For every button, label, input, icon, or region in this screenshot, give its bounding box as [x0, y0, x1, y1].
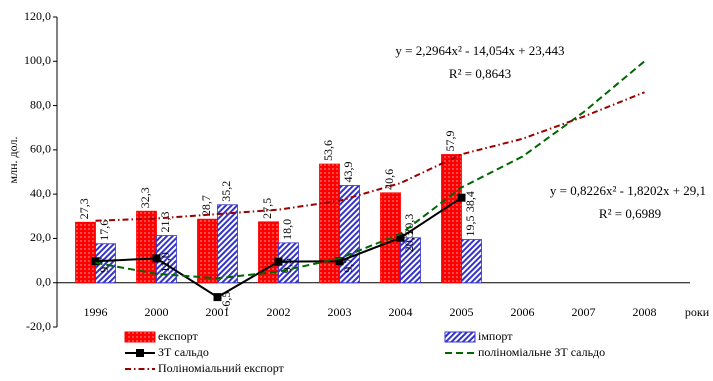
legend-swatch	[444, 331, 476, 343]
y-tick-label: 80,0	[30, 97, 51, 111]
x-tick-label: 2000	[145, 305, 169, 319]
bar	[75, 221, 96, 284]
bar	[461, 239, 482, 284]
data-label: 11,0	[158, 252, 172, 273]
bar	[136, 210, 157, 284]
data-label: 9,7	[341, 258, 355, 273]
data-label: 43,9	[341, 162, 355, 183]
bar	[197, 218, 218, 284]
marker	[152, 254, 161, 263]
x-tick-label: 2007	[572, 305, 596, 319]
x-tick-label: 2008	[633, 305, 657, 319]
legend-label: імпорт	[478, 329, 513, 343]
x-tick-label: 1996	[84, 305, 108, 319]
annotation: R² = 0,8643	[449, 66, 511, 81]
data-label: 27,3	[77, 198, 91, 219]
marker	[91, 257, 100, 266]
data-label: 35,2	[219, 181, 233, 202]
data-label: 9,5	[280, 258, 294, 273]
y-tick-label: 120,0	[24, 9, 51, 23]
trend-line	[95, 60, 646, 280]
data-label: 57,9	[443, 131, 457, 152]
annotation: y = 0,8226x² - 1,8202x + 29,1	[550, 183, 706, 198]
data-label: 53,6	[321, 140, 335, 161]
y-tick-label: 100,0	[24, 53, 51, 67]
x-tick-label: 2006	[511, 305, 535, 319]
data-label: 28,7	[199, 195, 213, 216]
x-tick-label: 2004	[389, 305, 413, 319]
x-tick-label: 2001	[206, 305, 230, 319]
legend-label: поліноміальне ЗТ сальдо	[478, 345, 605, 359]
marker	[274, 257, 283, 266]
y-axis-label: млн. дол.	[6, 137, 20, 184]
data-label: 20,3	[402, 231, 416, 252]
bar	[400, 237, 421, 284]
y-tick-label: 20,0	[30, 230, 51, 244]
data-label: 21,3	[158, 212, 172, 233]
x-tick-label: 2002	[267, 305, 291, 319]
annotation: y = 2,2964x² - 14,054x + 23,443	[395, 43, 564, 58]
annotation: R² = 0,6989	[599, 206, 661, 221]
x-tick-label: 2005	[450, 305, 474, 319]
legend-swatch	[124, 331, 156, 343]
legend-label: Поліноміальний експорт	[158, 361, 285, 375]
data-label: 18,0	[280, 219, 294, 240]
y-tick-label: 40,0	[30, 186, 51, 200]
data-label: 19,5	[463, 216, 477, 237]
marker	[213, 293, 222, 302]
y-tick-label: 0,0	[36, 274, 51, 288]
data-label: 27,5	[260, 198, 274, 219]
legend-marker	[136, 349, 144, 357]
marker	[335, 257, 344, 266]
data-label: 9,7	[97, 258, 111, 273]
legend-label: ЗТ сальдо	[158, 345, 209, 359]
legend-label: експорт	[158, 329, 198, 343]
bar	[217, 204, 238, 284]
bar	[441, 154, 462, 284]
data-label: 38,4	[463, 191, 477, 212]
data-label: -6,5	[219, 292, 233, 311]
trend-line	[95, 91, 645, 222]
data-label: 17,6	[97, 220, 111, 241]
marker	[396, 233, 405, 242]
data-label: 32,3	[138, 187, 152, 208]
y-tick-label: 60,0	[30, 142, 51, 156]
x-tick-label: 2003	[328, 305, 352, 319]
x-axis-label: роки	[685, 305, 710, 319]
y-tick-label: -20,0	[26, 319, 51, 333]
data-label: 40,6	[382, 169, 396, 190]
marker	[457, 193, 466, 202]
